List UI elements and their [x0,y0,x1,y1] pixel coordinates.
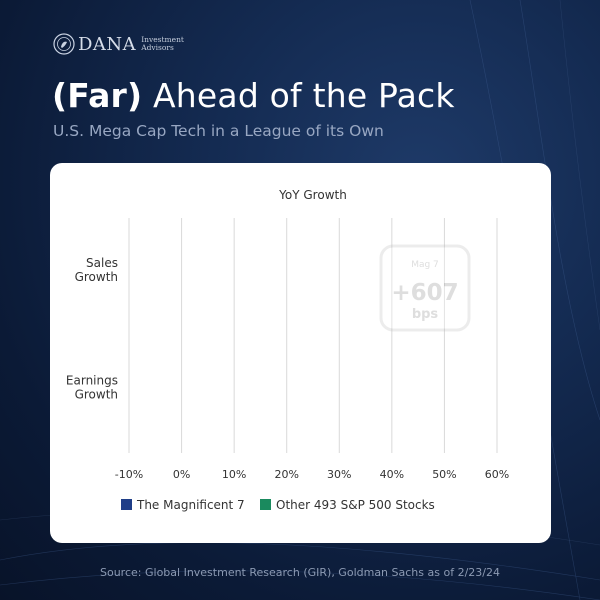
chart-legend: The Magnificent 7 Other 493 S&P 500 Stoc… [121,498,435,512]
chart-title: YoY Growth [278,188,347,202]
legend-swatch-mag7 [121,499,132,510]
x-tick-label: 30% [327,468,351,481]
y-category-label: Earnings [66,373,118,387]
title-rest: Ahead of the Pack [142,76,455,115]
seal-icon [53,33,75,55]
callout-box [379,244,471,332]
brand-name: DANA [78,33,137,55]
callout-value: +607 [391,280,458,306]
x-tick-label: 50% [432,468,456,481]
x-tick-label: 20% [274,468,298,481]
brand-tagline-line2: Advisors [141,43,174,52]
x-tick-label: 60% [485,468,509,481]
dana-logo: DANA Investment Advisors [53,33,184,55]
x-tick-label: -10% [115,468,143,481]
brand-tagline-line1: Investment [141,35,184,44]
callout-label: Mag 7 [411,260,439,270]
mag7-callout: Mag 7 +607 bps [379,244,471,332]
title-bold: (Far) [52,76,143,115]
x-tick-label: 10% [222,468,246,481]
yoy-growth-chart: YoY Growth -10% 0% 10% 20% 30% 40% 50% 60% Sale… [66,188,509,512]
legend-swatch-other [260,499,271,510]
page-title: (Far) Ahead of the Pack [52,76,455,115]
legend-label-mag7: The Magnificent 7 [136,498,245,512]
legend-label-other: Other 493 S&P 500 Stocks [276,498,435,512]
callout-unit: bps [412,307,439,322]
x-tick-label: 40% [380,468,404,481]
brand-tagline: Investment Advisors [141,36,184,52]
x-tick-label: 0% [173,468,190,481]
source-note: Source: Global Investment Research (GIR)… [100,566,500,579]
page-subtitle: U.S. Mega Cap Tech in a League of its Ow… [53,122,384,140]
y-category-label: Sales [86,256,118,270]
y-category-label: Growth [75,270,118,284]
chart-card: YoY Growth -10% 0% 10% 20% 30% 40% 50% 60% Sale… [50,163,551,543]
y-category-label: Growth [75,387,118,401]
